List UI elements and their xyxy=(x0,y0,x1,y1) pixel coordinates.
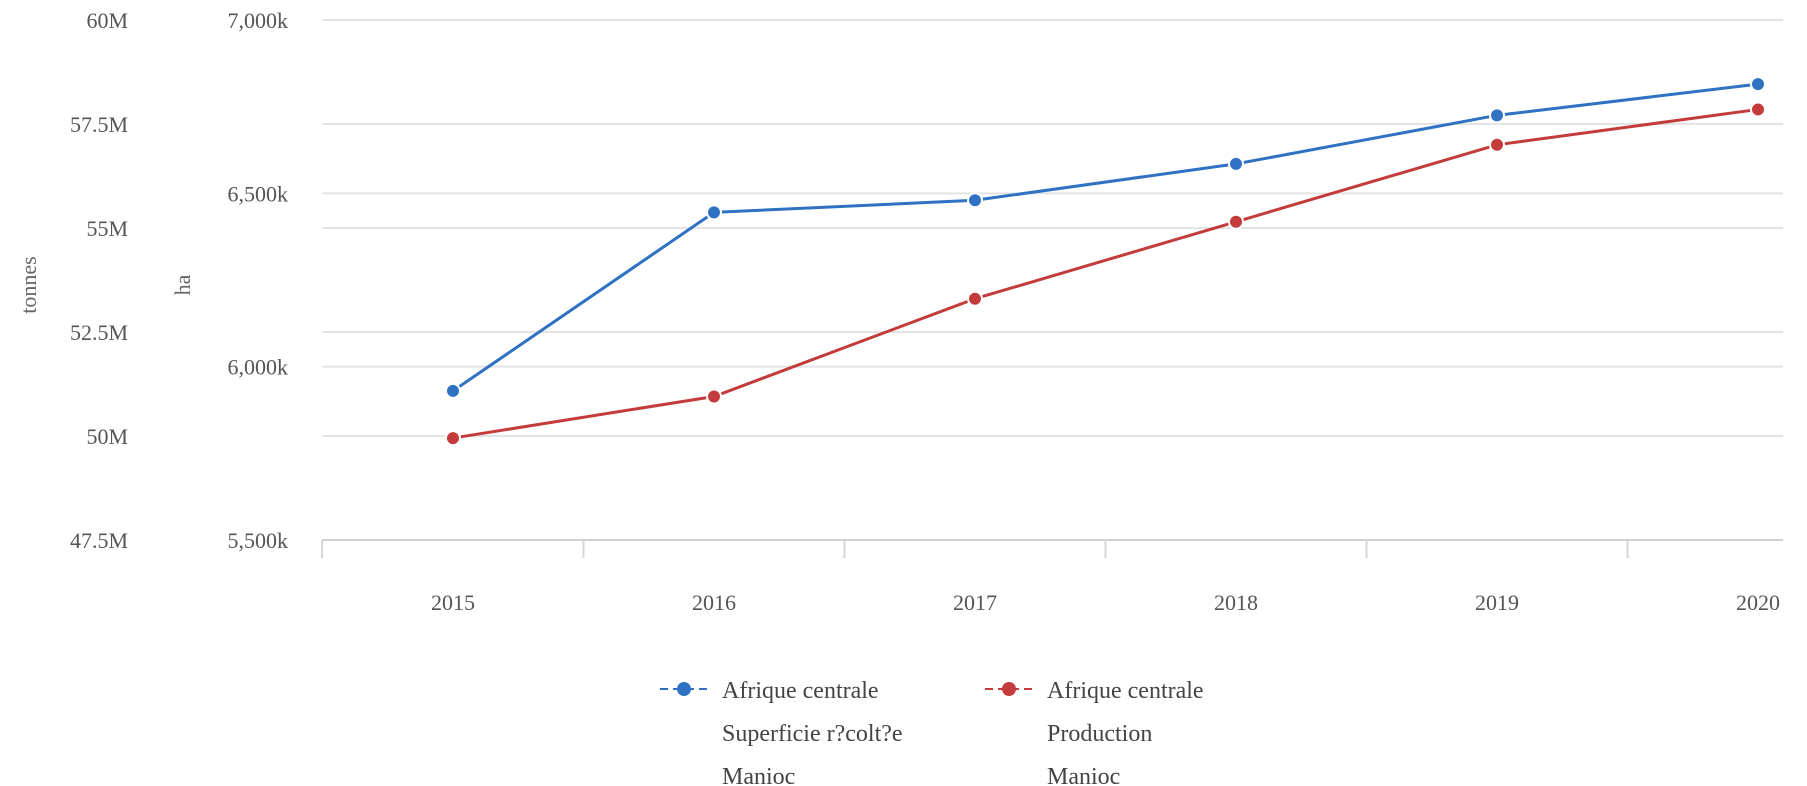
series-layer xyxy=(445,76,1766,447)
legend-label: Superficie r?colt?e xyxy=(722,721,903,747)
legend-item-2[interactable]: Afrique centrale Production Manioc xyxy=(985,678,1204,786)
data-point[interactable] xyxy=(1228,213,1244,230)
legend-label: Afrique centrale xyxy=(1047,678,1204,704)
axes: 60M 57.5M 55M 52.5M 50M 47.5M 7,000k 6,500k 6,00… xyxy=(16,8,1783,615)
y-tick-label-ha: 7,000k xyxy=(228,8,289,33)
data-point[interactable] xyxy=(967,290,983,307)
data-point[interactable] xyxy=(1489,136,1505,153)
data-point[interactable] xyxy=(706,388,722,405)
y-axis-title-tonnes: tonnes xyxy=(16,256,41,313)
legend-swatch-marker xyxy=(677,682,691,696)
series-line xyxy=(452,107,1759,440)
y-tick-label-ha: 5,500k xyxy=(228,528,289,553)
data-point[interactable] xyxy=(1228,155,1244,172)
data-point[interactable] xyxy=(445,382,461,399)
legend: Afrique centrale Superficie r?colt?e Manio… xyxy=(660,678,1204,786)
legend-label: Production xyxy=(1047,721,1152,747)
y-tick-label-tonnes: 55M xyxy=(86,216,128,241)
legend-swatch-marker xyxy=(1002,682,1016,696)
y-tick-label-tonnes: 47.5M xyxy=(70,528,128,553)
x-tick-label: 2020 xyxy=(1736,590,1780,615)
y-tick-label-ha: 6,500k xyxy=(228,181,289,206)
data-point[interactable] xyxy=(1750,101,1766,118)
x-tick-label: 2018 xyxy=(1214,590,1258,615)
x-tick-label: 2016 xyxy=(692,590,736,615)
data-point[interactable] xyxy=(706,204,722,221)
series-2 xyxy=(445,101,1766,447)
y-tick-label-ha: 6,000k xyxy=(228,355,289,380)
y-tick-label-tonnes: 57.5M xyxy=(70,112,128,137)
y-tick-label-tonnes: 52.5M xyxy=(70,320,128,345)
y-tick-label-tonnes: 50M xyxy=(86,424,128,449)
y-tick-label-tonnes: 60M xyxy=(86,8,128,33)
x-tick-label: 2019 xyxy=(1475,590,1519,615)
series-line xyxy=(452,82,1759,393)
legend-item-1[interactable]: Afrique centrale Superficie r?colt?e Manio… xyxy=(660,678,903,786)
legend-label: Manioc xyxy=(1047,764,1120,786)
y-axis-title-ha: ha xyxy=(170,274,195,295)
legend-label: Afrique centrale xyxy=(722,678,879,704)
grid-lines xyxy=(322,19,1783,437)
x-tick-label: 2015 xyxy=(431,590,475,615)
data-point[interactable] xyxy=(445,430,461,447)
data-point[interactable] xyxy=(967,192,983,209)
series-1 xyxy=(445,76,1766,399)
data-point[interactable] xyxy=(1750,76,1766,93)
x-tick-label: 2017 xyxy=(953,590,997,615)
data-point[interactable] xyxy=(1489,107,1505,124)
legend-label: Manioc xyxy=(722,764,795,786)
